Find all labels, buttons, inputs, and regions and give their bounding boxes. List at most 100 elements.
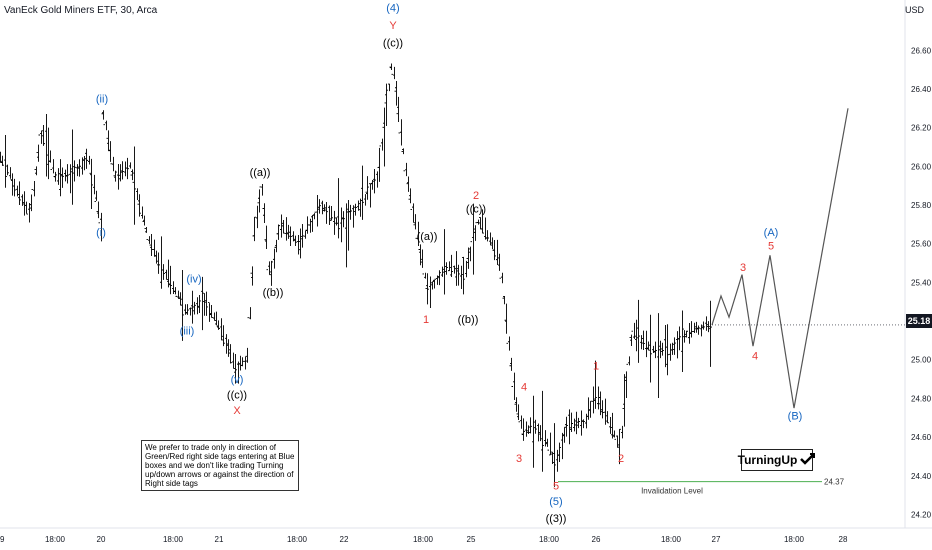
ohlc-bar <box>270 260 273 286</box>
ohlc-bar <box>18 181 21 206</box>
ohlc-bar <box>215 311 218 327</box>
ohlc-bar <box>697 325 700 335</box>
ohlc-bar <box>210 305 213 319</box>
ohlc-bar <box>678 326 681 351</box>
y-tick-label: 26.40 <box>911 85 932 94</box>
ohlc-bar <box>13 178 16 197</box>
ohlc-bar <box>102 110 105 126</box>
ohlc-bar <box>328 205 331 226</box>
ohlc-bar <box>424 272 427 289</box>
ohlc-bar <box>685 330 688 338</box>
ohlc-bar <box>318 199 321 214</box>
wave-label: (ii) <box>96 94 108 106</box>
ohlc-bar <box>558 442 561 462</box>
ohlc-bar <box>534 419 537 434</box>
ohlc-bar <box>323 204 326 212</box>
ohlc-bar <box>232 352 235 369</box>
x-tick-label: 18:00 <box>287 535 308 544</box>
ohlc-bar <box>23 191 26 216</box>
ohlc-bar <box>189 307 192 316</box>
ohlc-bar <box>544 430 547 447</box>
wave-label: (B) <box>788 411 803 423</box>
ohlc-bar <box>383 102 386 167</box>
ohlc-bar <box>4 135 7 188</box>
ohlc-bar <box>573 418 576 432</box>
current-price-tag: 25.18 <box>906 314 932 328</box>
ohlc-bar <box>124 161 127 177</box>
ohlc-bar <box>100 113 103 242</box>
ohlc-bar <box>637 299 640 363</box>
ohlc-bar <box>227 339 230 357</box>
ohlc-bar <box>628 336 631 366</box>
wave-label: 3 <box>516 453 522 465</box>
ohlc-bar <box>371 179 374 190</box>
ohlc-bar <box>347 200 350 251</box>
ohlc-bar <box>97 201 100 224</box>
ohlc-bar <box>397 96 400 134</box>
ohlc-bar <box>402 148 405 172</box>
ohlc-bar <box>702 321 705 330</box>
ohlc-bar <box>381 126 384 151</box>
ohlc-bar <box>661 342 664 356</box>
ohlc-bar <box>289 226 292 246</box>
ohlc-bar <box>520 415 523 435</box>
invalidation-value-label: 24.37 <box>824 478 845 487</box>
ohlc-bar <box>261 183 264 209</box>
chart-title: VanEck Gold Miners ETF, 30, Arca <box>4 5 158 16</box>
ohlc-bar <box>109 141 112 165</box>
ohlc-bar <box>630 330 633 347</box>
ohlc-bar <box>525 421 528 437</box>
ohlc-bar <box>249 272 252 320</box>
wave-label: (A) <box>764 227 779 239</box>
wave-label: X <box>233 405 241 417</box>
ohlc-bar <box>309 218 312 233</box>
ohlc-bar <box>275 233 278 253</box>
invalidation-label: Invalidation Level <box>641 487 703 496</box>
x-tick-label: 18:00 <box>784 535 805 544</box>
ohlc-bar <box>112 156 115 177</box>
wave-label: ((c)) <box>227 389 247 401</box>
ohlc-bar <box>121 161 124 180</box>
ohlc-bar <box>666 324 669 376</box>
ohlc-bar <box>354 203 357 216</box>
ohlc-bar <box>306 216 309 234</box>
ohlc-bar <box>162 264 165 280</box>
ohlc-bar <box>405 162 408 185</box>
ohlc-bar <box>645 330 648 358</box>
ohlc-bar <box>47 127 50 180</box>
ohlc-bar <box>66 164 69 184</box>
ohlc-bar <box>414 214 417 239</box>
ohlc-bar <box>54 171 57 182</box>
x-tick-label: 18:00 <box>539 535 560 544</box>
ohlc-bar <box>83 155 86 171</box>
ohlc-bar <box>693 322 696 334</box>
ohlc-bar <box>153 239 156 257</box>
ohlc-bar <box>181 270 184 341</box>
ohlc-bar <box>340 207 343 243</box>
ohlc-bar <box>577 417 580 429</box>
ohlc-bar <box>28 202 31 223</box>
ohlc-bar <box>467 247 470 269</box>
ohlc-bar <box>625 363 628 399</box>
ohlc-bar <box>537 423 540 442</box>
ohlc-bar <box>287 224 290 239</box>
ohlc-bar <box>292 231 295 242</box>
ohlc-bar <box>258 186 261 213</box>
y-tick-label: 26.00 <box>911 162 932 171</box>
ohlc-bar <box>105 120 108 139</box>
ohlc-bar <box>337 178 340 239</box>
ohlc-bar <box>285 217 288 241</box>
ohlc-bar <box>460 265 463 290</box>
ohlc-bar <box>88 155 91 174</box>
ohlc-bar <box>604 398 607 425</box>
ohlc-bar <box>325 202 328 224</box>
ohlc-bar <box>282 219 285 234</box>
x-tick-label: 18:00 <box>661 535 682 544</box>
ohlc-bar <box>421 249 424 275</box>
ohlc-bar <box>349 204 352 220</box>
y-tick-label: 26.20 <box>911 124 932 133</box>
ohlc-bar <box>541 390 544 472</box>
ohlc-bar <box>664 325 667 368</box>
x-tick-label: 27 <box>712 535 721 544</box>
